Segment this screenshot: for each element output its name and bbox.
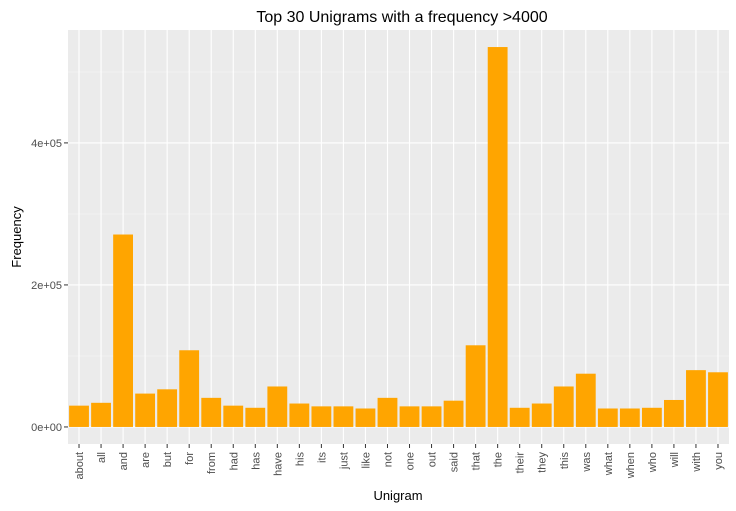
x-tick-label-all: all [96,452,108,463]
x-tick-label-his: his [294,452,306,467]
bar-have [267,386,288,427]
x-tick-label-with: with [691,452,703,473]
bar-one [399,406,420,427]
bar-was [575,373,596,427]
x-tick-label-just: just [338,452,350,470]
x-tick-label-was: was [581,452,593,473]
x-tick-label-you: you [713,452,725,470]
x-tick-label-had: had [228,452,240,470]
x-axis-title: Unigram [373,488,422,503]
bar-what [597,408,618,427]
y-axis: 0e+00 2e+05 4e+05 [31,138,68,434]
bar-its [311,406,332,427]
bar-his [289,403,310,427]
x-tick-label-when: when [625,452,637,479]
bar-with [686,370,706,427]
bar-all [91,402,111,427]
plot-panel [68,30,729,444]
x-tick-label-their: their [515,452,527,474]
bar-will [664,399,684,427]
x-tick-label-have: have [272,452,284,476]
bar-had [223,405,244,427]
x-tick-label-like: like [360,452,372,469]
bar-this [553,386,574,427]
x-tick-label-but: but [162,452,174,467]
bar-who [641,407,662,427]
bar-said [443,400,464,427]
bar-for [179,350,200,427]
bar-about [69,405,89,427]
bar-they [531,403,552,427]
bar-not [377,397,398,427]
bar-just [333,406,354,427]
x-tick-label-has: has [250,452,262,470]
x-tick-label-one: one [405,452,417,470]
bar-from [201,397,222,427]
y-tick-label: 4e+05 [31,138,62,150]
x-tick-label-that: that [471,452,483,470]
bar-has [245,407,266,427]
bars [69,47,728,427]
x-tick-label-about: about [74,452,86,480]
y-tick-label: 2e+05 [31,280,62,292]
x-tick-label-its: its [316,452,328,464]
bar-but [157,389,178,427]
x-tick-label-and: and [118,452,130,470]
y-axis-title: Frequency [9,206,24,268]
x-tick-label-said: said [449,452,461,472]
bar-out [421,406,442,427]
bar-their [509,407,530,427]
x-tick-label-are: are [140,452,152,468]
x-tick-label-out: out [427,452,439,467]
bar-the [487,47,508,427]
x-tick-label-will: will [669,452,681,468]
x-tick-label-who: who [647,452,659,473]
bar-when [619,408,640,427]
bar-like [355,408,376,427]
bar-are [135,393,156,427]
x-tick-label-not: not [382,452,394,467]
x-tick-label-from: from [206,452,218,474]
bar-that [465,345,486,427]
x-tick-label-what: what [603,452,615,476]
y-tick-label: 0e+00 [31,422,62,434]
x-axis: about all and are but for from had has have his its… [74,444,725,480]
x-tick-label-for: for [184,452,196,465]
bar-and [113,234,133,427]
chart-title: Top 30 Unigrams with a frequency >4000 [256,9,547,26]
x-tick-label-this: this [559,452,571,470]
x-tick-label-the: the [493,452,505,467]
x-tick-label-they: they [537,452,549,473]
bar-you [708,372,728,427]
